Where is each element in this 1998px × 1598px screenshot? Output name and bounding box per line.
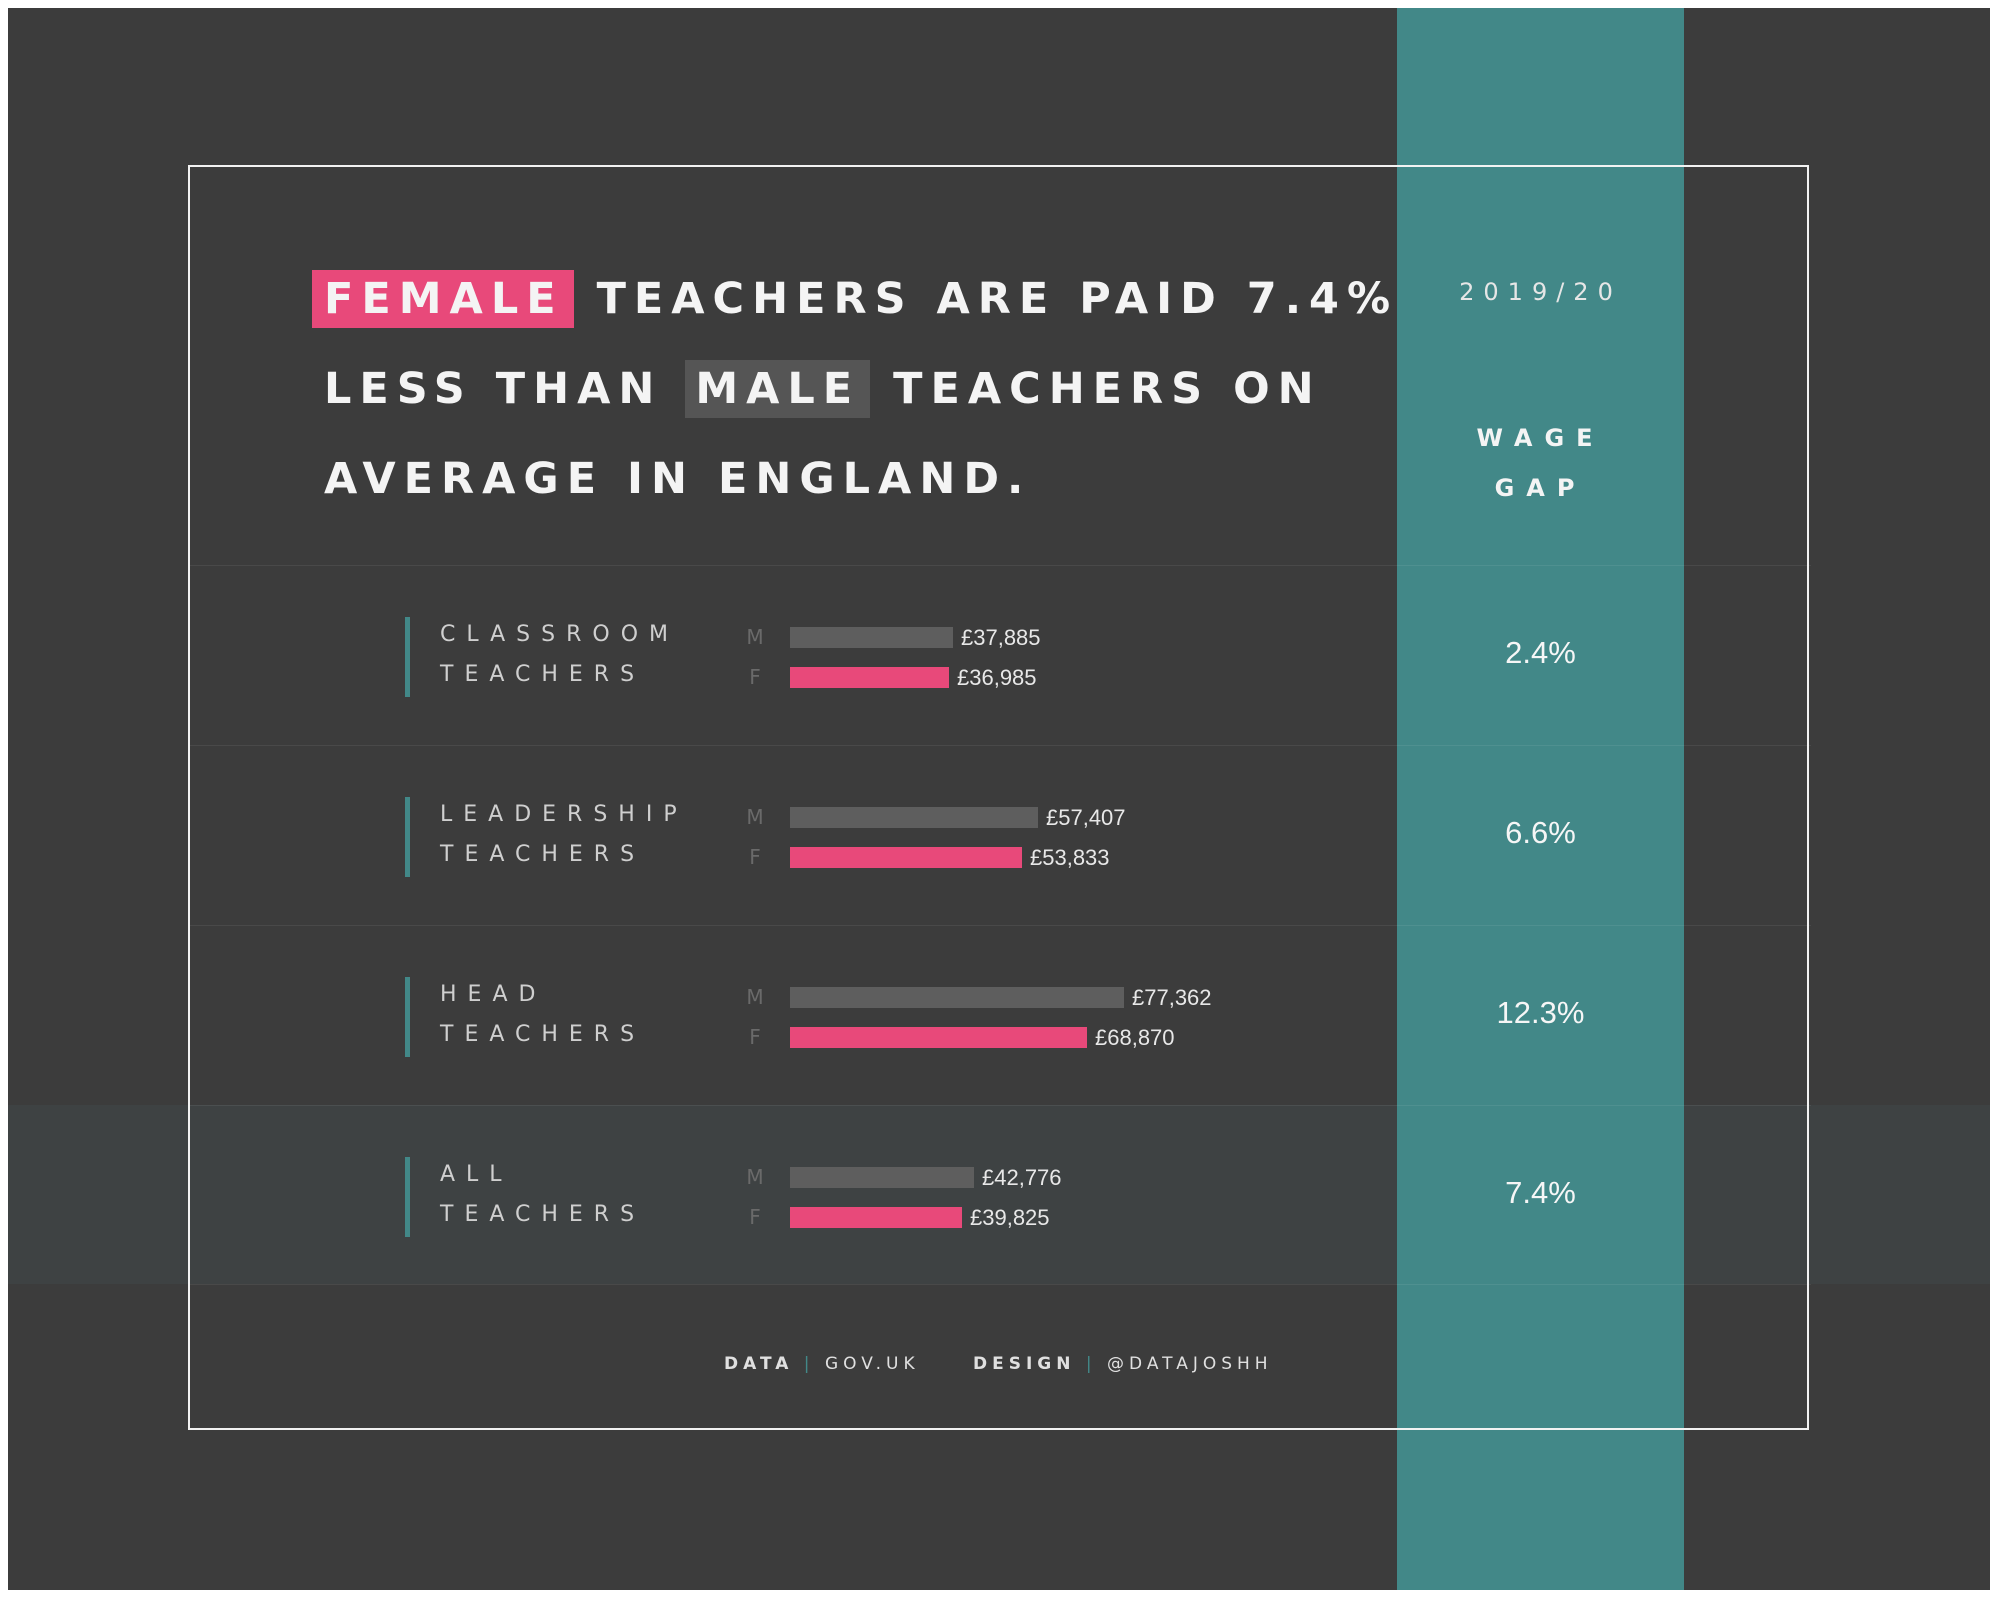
- male-salary-value: £42,776: [982, 1165, 1062, 1190]
- female-label: F: [749, 1205, 761, 1229]
- category-label-line: TEACHERS: [440, 662, 646, 687]
- category-label: HEAD TEACHERS: [440, 975, 645, 1055]
- wage-gap-title-line: WAGE: [1476, 424, 1605, 452]
- all-teachers-highlight-band-right: [1684, 1105, 1990, 1284]
- wage-gap-value: 2.4%: [1505, 635, 1576, 670]
- female-label: F: [749, 1025, 761, 1049]
- male-label: M: [746, 625, 764, 649]
- category-label-line: TEACHERS: [440, 1202, 646, 1227]
- male-salary-bar: [790, 627, 953, 648]
- wage-gap-title: WAGE GAP: [1397, 413, 1684, 513]
- male-label: M: [746, 805, 764, 829]
- row-divider: [188, 1105, 1811, 1106]
- headline: FEMALE TEACHERS ARE PAID 7.4% LESS THAN …: [312, 254, 1390, 524]
- female-salary-value: £53,833: [1030, 845, 1110, 870]
- category-label-line: LEADERSHIP: [440, 802, 688, 827]
- chart-row: CLASSROOM TEACHERS M F £37,885 £36,985 2.4%: [8, 565, 1990, 744]
- row-accent-bar: [405, 977, 410, 1057]
- category-label: LEADERSHIP TEACHERS: [440, 795, 688, 875]
- design-source: @DATAJOSHH: [1107, 1354, 1273, 1374]
- headline-text: TEACHERS ARE PAID 7.4%: [596, 274, 1399, 324]
- row-divider: [188, 565, 1811, 566]
- wage-gap-title-line: GAP: [1494, 474, 1587, 502]
- chart-row: ALL TEACHERS M F £42,776 £39,825 7.4%: [8, 1105, 1990, 1284]
- credits-design: DESIGN | @DATAJOSHH: [973, 1354, 1273, 1374]
- content-frame: [188, 165, 1809, 1430]
- separator: |: [803, 1354, 815, 1374]
- headline-line-1: FEMALE TEACHERS ARE PAID 7.4%: [312, 254, 1390, 344]
- male-salary-bar: [790, 987, 1124, 1008]
- data-label: DATA: [724, 1354, 794, 1374]
- female-salary-value: £39,825: [970, 1205, 1050, 1230]
- female-salary-bar: [790, 847, 1022, 868]
- row-accent-bar: [405, 1157, 410, 1237]
- all-teachers-highlight-band: [8, 1105, 1397, 1284]
- female-label: F: [749, 665, 761, 689]
- category-label: CLASSROOM TEACHERS: [440, 615, 679, 695]
- wage-gap-value: 6.6%: [1505, 815, 1576, 850]
- male-label: M: [746, 1165, 764, 1189]
- separator: |: [1085, 1354, 1097, 1374]
- design-label: DESIGN: [973, 1354, 1076, 1374]
- category-label-line: TEACHERS: [440, 1022, 646, 1047]
- category-label: ALL TEACHERS: [440, 1155, 645, 1235]
- male-salary-value: £57,407: [1046, 805, 1126, 830]
- row-divider: [188, 1284, 1811, 1285]
- row-divider: [188, 925, 1811, 926]
- male-salary-value: £77,362: [1132, 985, 1212, 1010]
- headline-line-3: AVERAGE IN ENGLAND.: [324, 454, 1032, 504]
- headline-text: LESS THAN: [324, 364, 663, 414]
- headline-line-2: LESS THAN MALE TEACHERS ON: [324, 344, 1364, 434]
- row-divider: [188, 745, 1811, 746]
- female-salary-bar: [790, 667, 949, 688]
- wage-gap-value: 12.3%: [1496, 995, 1585, 1030]
- category-label-line: ALL: [440, 1162, 513, 1187]
- data-source: GOV.UK: [824, 1354, 920, 1374]
- chart-row: HEAD TEACHERS M F £77,362 £68,870 12.3%: [8, 925, 1990, 1104]
- female-highlight: FEMALE: [312, 270, 574, 328]
- male-salary-bar: [790, 807, 1038, 828]
- credits-data: DATA | GOV.UK: [724, 1354, 920, 1374]
- row-accent-bar: [405, 797, 410, 877]
- row-accent-bar: [405, 617, 410, 697]
- infographic-canvas: FEMALE TEACHERS ARE PAID 7.4% LESS THAN …: [8, 8, 1990, 1590]
- wage-gap-value: 7.4%: [1505, 1175, 1576, 1210]
- female-salary-bar: [790, 1027, 1087, 1048]
- male-salary-bar: [790, 1167, 974, 1188]
- male-highlight: MALE: [685, 360, 871, 418]
- female-salary-value: £68,870: [1095, 1025, 1175, 1050]
- female-salary-bar: [790, 1207, 962, 1228]
- headline-text: TEACHERS ON: [893, 364, 1322, 414]
- male-salary-value: £37,885: [961, 625, 1041, 650]
- category-label-line: HEAD: [440, 982, 547, 1007]
- wage-gap-column: [1397, 8, 1684, 1590]
- female-label: F: [749, 845, 761, 869]
- category-label-line: TEACHERS: [440, 842, 646, 867]
- category-label-line: CLASSROOM: [440, 622, 680, 647]
- female-salary-value: £36,985: [957, 665, 1037, 690]
- chart-row: LEADERSHIP TEACHERS M F £57,407 £53,833 6.6%: [8, 745, 1990, 924]
- male-label: M: [746, 985, 764, 1009]
- season-label: 2019/20: [1459, 278, 1622, 306]
